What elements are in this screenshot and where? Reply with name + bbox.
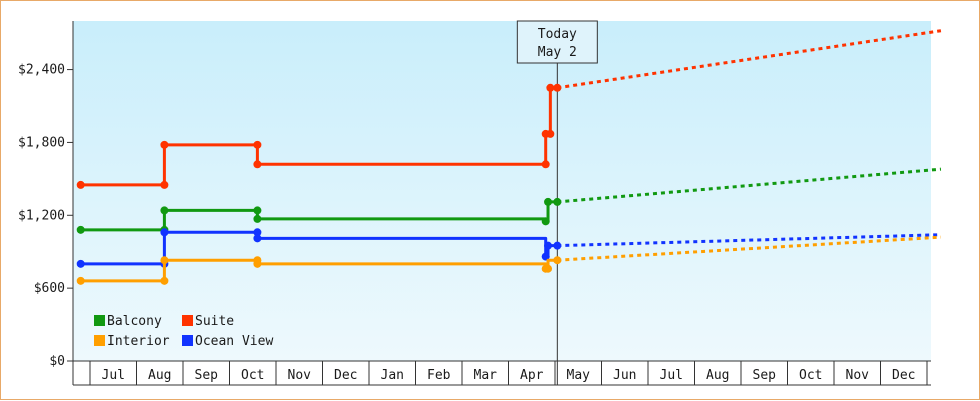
x-tick-label: Oct [241,368,264,383]
today-marker: Today May 2 [516,20,598,385]
data-point [253,206,262,215]
data-point [160,180,169,189]
data-point [76,180,85,189]
data-point [253,234,262,243]
x-tick-label: May [567,368,591,383]
series-interior [76,235,942,285]
x-tick-label: Mar [474,368,498,383]
legend-entry: Balcony [94,314,162,329]
x-tick-label: Feb [427,368,451,383]
x-tick-label: Jul [102,368,125,383]
series-history-line [80,86,558,187]
data-point [253,259,262,268]
data-point [160,206,169,215]
legend-swatch [182,335,193,346]
x-tick-label: Nov [288,368,312,383]
data-point [253,140,262,149]
y-tick-label: $1,200 [18,208,65,223]
series-history-line [80,258,558,283]
plot-background [73,21,931,361]
legend-label: Suite [195,314,234,329]
data-point [546,83,555,92]
legend-label: Interior [107,334,170,349]
x-tick-label: Jan [381,368,404,383]
series-history-line [80,200,558,232]
legend-label: Ocean View [195,334,273,349]
today-date: May 2 [538,45,577,60]
data-point [76,259,85,268]
data-point [553,256,562,265]
data-point [253,160,262,169]
x-tick-label: Aug [706,368,729,383]
legend-entry: Suite [182,314,234,329]
y-tick-label: $2,400 [18,63,65,78]
data-point [253,228,262,237]
series-forecast-line [557,235,942,262]
x-tick-label: Dec [334,368,357,383]
legend-swatch [182,315,193,326]
y-tick-label: $600 [34,281,65,296]
legend-swatch [94,335,105,346]
data-point [541,217,550,226]
series-suite [76,29,942,189]
x-tick-label: Aug [148,368,171,383]
data-point [160,228,169,237]
data-point [76,276,85,285]
data-point [76,225,85,234]
data-point [541,252,550,261]
y-tick-label: $0 [49,354,65,369]
x-tick-label: Sep [195,368,219,383]
y-axis: $0 $600 $1,200 $1,800 $2,400 [18,21,74,385]
legend-entry: Ocean View [182,334,273,349]
series-forecast-line [557,167,942,204]
series-layer [76,29,942,285]
legend-swatch [94,315,105,326]
today-label: Today [538,27,577,42]
x-tick-label: Jun [613,368,636,383]
data-point [541,160,550,169]
series-history-line [80,230,558,266]
x-tick-label: Jul [660,368,683,383]
data-point [253,214,262,223]
legend-label: Balcony [107,314,162,329]
series-balcony [76,167,942,234]
data-point [160,256,169,265]
x-tick-label: Dec [892,368,915,383]
legend: Balcony Suite Interior Ocean View [94,314,273,349]
legend-entry: Interior [94,334,170,349]
today-box [516,20,598,64]
data-point [160,276,169,285]
data-point [553,83,562,92]
x-axis: Jul Aug Sep Oct Nov Dec Jan Feb Mar Apr May Jun Jul A… [73,360,931,386]
data-point [553,241,562,250]
x-tick-label: Sep [753,368,777,383]
x-tick-label: Nov [846,368,870,383]
y-tick-label: $1,800 [18,135,65,150]
data-point [544,197,553,206]
x-tick-label: Apr [520,368,544,383]
data-point [544,241,553,250]
data-point [544,264,553,273]
data-point [546,129,555,138]
series-forecast-line [557,29,942,90]
data-point [160,140,169,149]
x-tick-label: Oct [799,368,822,383]
data-point [553,197,562,206]
